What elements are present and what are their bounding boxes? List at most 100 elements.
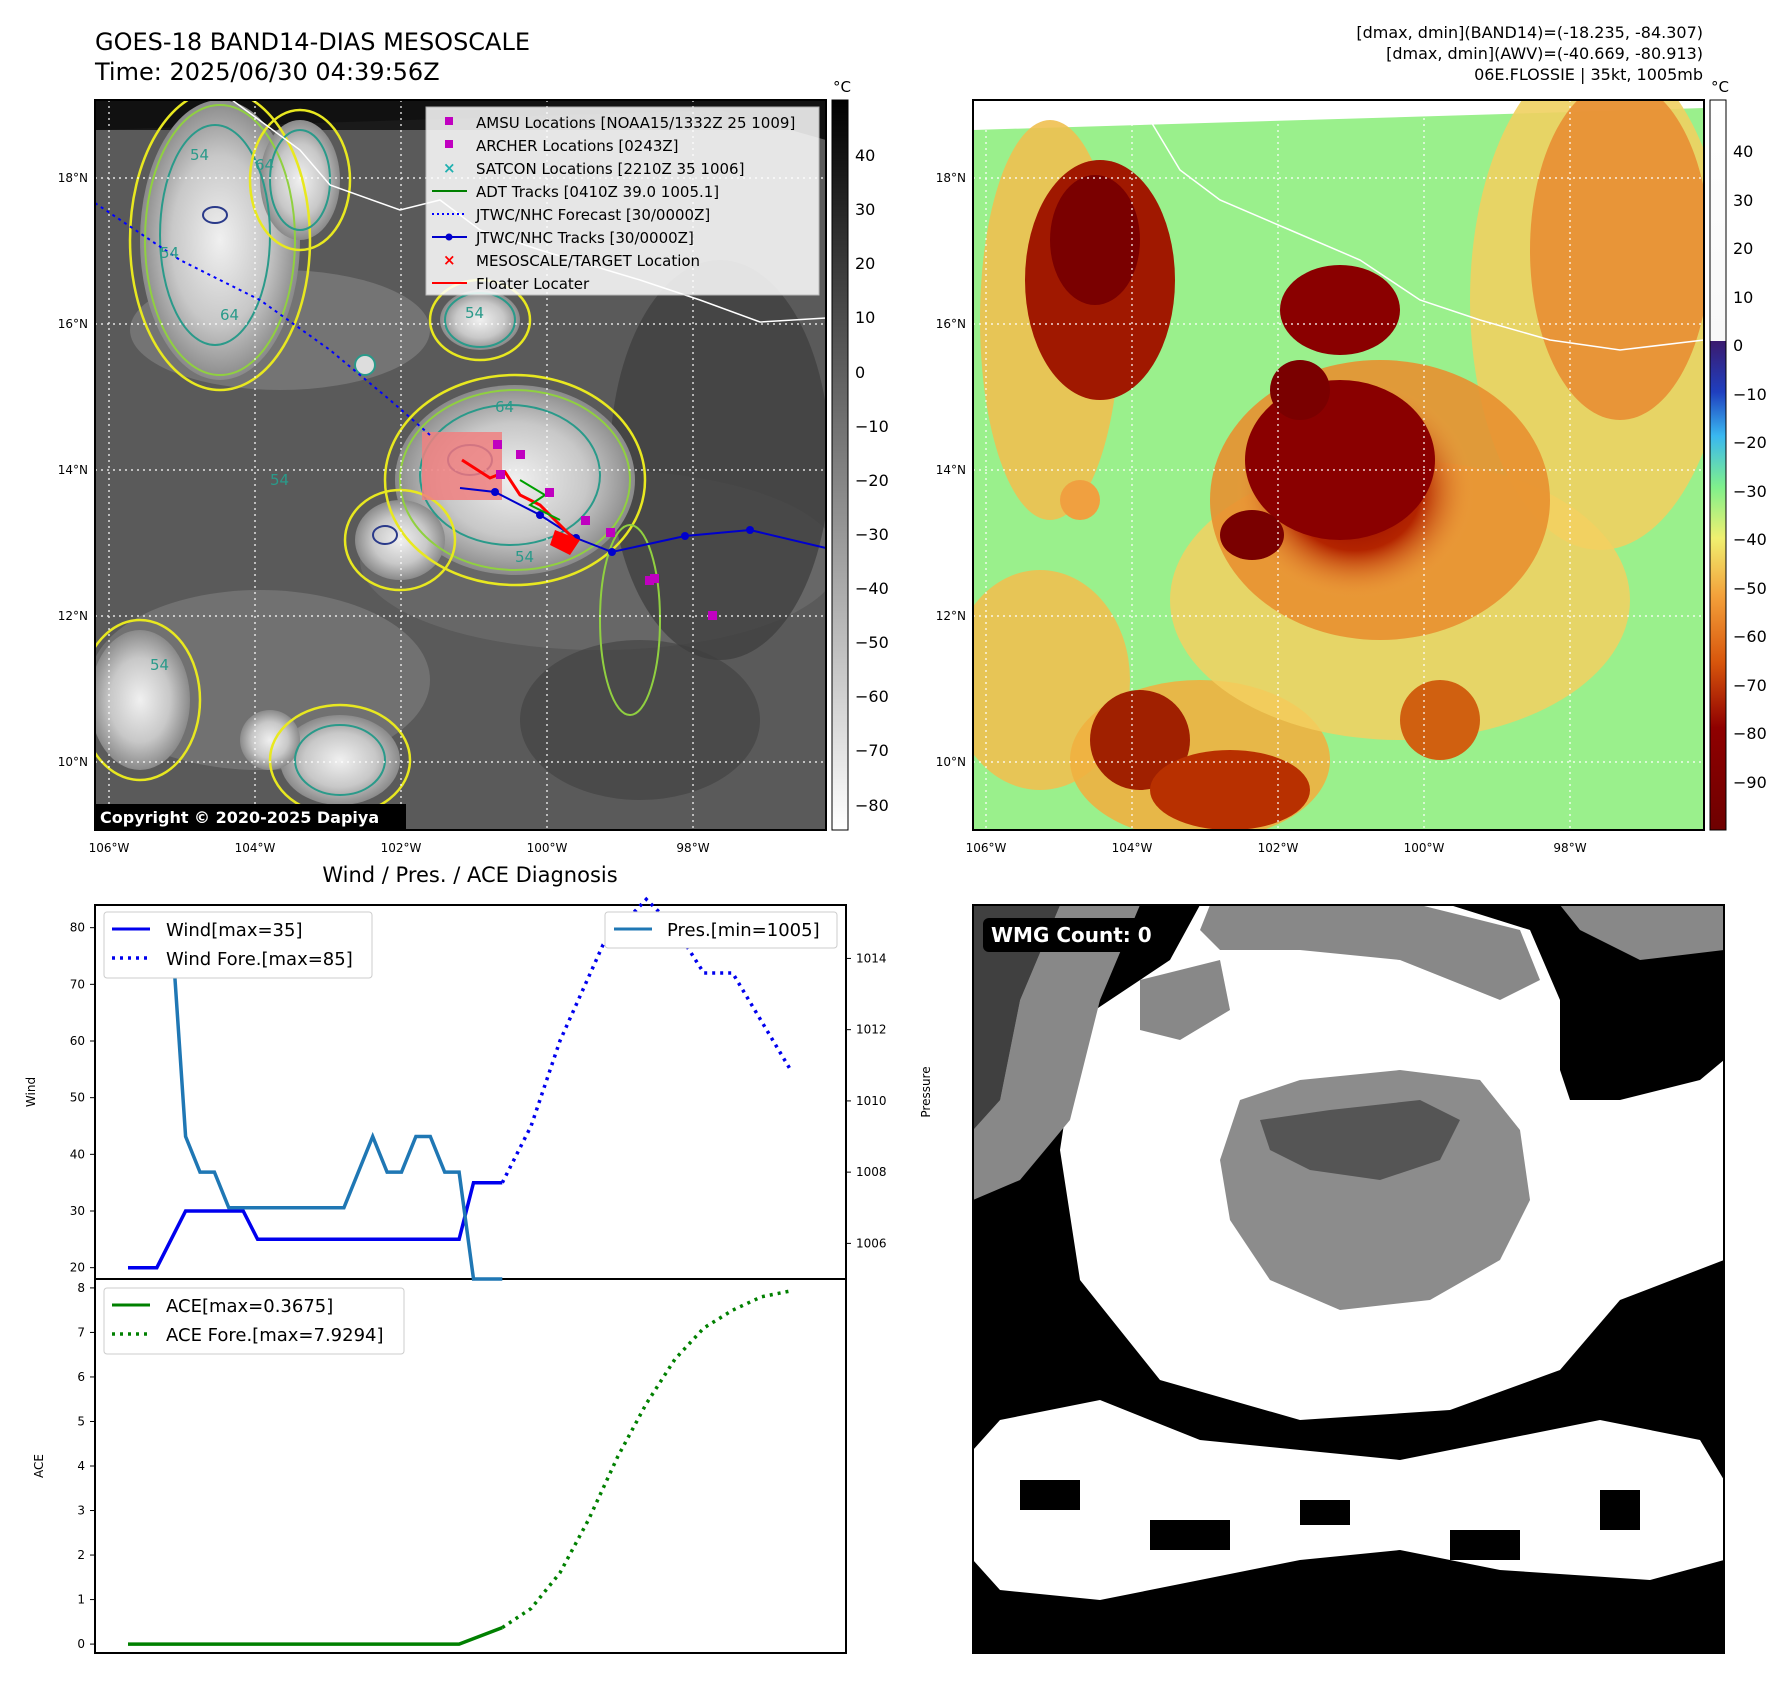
cbar-tick: −70: [855, 741, 889, 760]
y-tick-label: 40: [70, 1147, 85, 1161]
figure-time: Time: 2025/06/30 04:39:56Z: [94, 58, 440, 86]
pressure-legend: Pres.[min=1005]: [604, 911, 838, 949]
contour-labels: 54 64 54 64 54 54 54 54 64: [150, 146, 534, 674]
legend-mesoscale: MESOSCALE/TARGET Location: [476, 252, 700, 270]
dmax-awv: [dmax, dmin](AWV)=(-40.669, -80.913): [1386, 44, 1703, 63]
x-tick: 100°W: [1404, 841, 1445, 855]
cbar-tick: −30: [855, 525, 889, 544]
y-tick: 10°N: [58, 755, 88, 769]
y-tick-label: 80: [70, 921, 85, 935]
cbar-tick: −20: [1733, 433, 1767, 452]
y-tick: 18°N: [58, 171, 88, 185]
y-tick: 10°N: [936, 755, 966, 769]
map2-y-ticks: 18°N 16°N 14°N 12°N 10°N: [936, 171, 966, 769]
cbar-tick: −90: [1733, 773, 1767, 792]
y-tick-label: 1006: [856, 1236, 887, 1250]
x-tick: 98°W: [676, 841, 709, 855]
y-tick-label: 5: [77, 1414, 85, 1428]
cbar-tick: −60: [1733, 627, 1767, 646]
svg-text:×: ×: [443, 251, 456, 269]
x-tick: 104°W: [1112, 841, 1153, 855]
y-tick-label: 20: [70, 1261, 85, 1275]
ace-legend: ACE[max=0.3675] ACE Fore.[max=7.9294]: [103, 1287, 405, 1355]
y-tick: 12°N: [936, 609, 966, 623]
contour-label: 54: [515, 548, 534, 566]
x-tick: 100°W: [527, 841, 568, 855]
map2-x-ticks: 106°W 104°W 102°W 100°W 98°W: [966, 841, 1587, 855]
cbar-tick: −50: [1733, 579, 1767, 598]
cbar-tick: 10: [1733, 288, 1753, 307]
y-tick-label: 6: [77, 1370, 85, 1384]
y-tick: 14°N: [58, 463, 88, 477]
y-tick-label: 7: [77, 1325, 85, 1339]
legend-satcon: SATCON Locations [2210Z 35 1006]: [476, 160, 744, 178]
y-tick: 16°N: [936, 317, 966, 331]
observed-line: [128, 1625, 503, 1646]
cbar-tick: −60: [855, 687, 889, 706]
y-tick-label: 30: [70, 1204, 85, 1218]
cbar-tick: 20: [855, 254, 875, 273]
x-tick: 98°W: [1553, 841, 1586, 855]
cbar-tick: 30: [855, 200, 875, 219]
y-tick: 18°N: [936, 171, 966, 185]
legend-archer: ARCHER Locations [0243Z]: [476, 137, 679, 155]
cbar-tick: −20: [855, 471, 889, 490]
cbar-tick: −30: [1733, 482, 1767, 501]
contour-label: 64: [220, 306, 239, 324]
x-tick: 102°W: [381, 841, 422, 855]
x-tick: 106°W: [89, 841, 130, 855]
legend-ace-fore: ACE Fore.[max=7.9294]: [166, 1325, 384, 1346]
observed-line: [128, 921, 503, 1281]
y-tick: 16°N: [58, 317, 88, 331]
map1-y-ticks: 18°N 16°N 14°N 12°N 10°N: [58, 171, 88, 769]
contour-label: 54: [190, 146, 209, 164]
map1-x-ticks: 106°W 104°W 102°W 100°W 98°W: [89, 841, 710, 855]
cbar-tick: 40: [855, 146, 875, 165]
x-tick: 102°W: [1258, 841, 1299, 855]
ace-ylabel: ACE: [32, 1454, 46, 1478]
wmg-frame: [972, 904, 1725, 1654]
contour-label: 54: [270, 471, 289, 489]
gray-colorbar-ticks: 40 30 20 10 0 −10 −20 −30 −40 −50 −60 −7…: [855, 146, 889, 815]
color-colorbar-unit: °C: [1711, 78, 1729, 96]
legend-forecast: JTWC/NHC Forecast [30/0000Z]: [475, 206, 710, 224]
contour-label: 64: [255, 156, 274, 174]
cbar-tick: −40: [1733, 530, 1767, 549]
y-tick-label: 50: [70, 1091, 85, 1105]
color-colorbar: [1709, 99, 1727, 831]
legend-amsu: AMSU Locations [NOAA15/1332Z 25 1009]: [476, 114, 795, 132]
cbar-tick: −10: [855, 417, 889, 436]
forecast-line: [500, 896, 792, 1184]
pressure-series: [128, 921, 503, 1281]
cbar-tick: 20: [1733, 239, 1753, 258]
y-tick-label: 1014: [856, 951, 887, 965]
diagnosis-title: Wind / Pres. / ACE Diagnosis: [322, 863, 617, 887]
pressure-axis-ticks: 1006 1008 1010 1012 1014: [846, 951, 887, 1250]
wmg-count-box: [983, 918, 1165, 952]
gray-colorbar: [831, 99, 849, 831]
legend-wind: Wind[max=35]: [166, 920, 303, 941]
storm-info: 06E.FLOSSIE | 35kt, 1005mb: [1474, 65, 1703, 84]
svg-text:×: ×: [443, 159, 456, 177]
ace-axis-ticks: 0 1 2 3 4 5 6 7 8: [77, 1281, 95, 1651]
y-tick: 14°N: [936, 463, 966, 477]
cbar-tick: 10: [855, 308, 875, 327]
dmax-band14: [dmax, dmin](BAND14)=(-18.235, -84.307): [1356, 23, 1703, 42]
wind-ylabel: Wind: [24, 1077, 38, 1107]
y-tick-label: 2: [77, 1548, 85, 1562]
y-tick-label: 3: [77, 1504, 85, 1518]
color-colorbar-ticks: 40 30 20 10 0 −10 −20 −30 −40 −50 −60 −7…: [1733, 142, 1767, 792]
y-tick-label: 60: [70, 1034, 85, 1048]
forecast-line: [501, 1289, 791, 1630]
map-legend: AMSU Locations [NOAA15/1332Z 25 1009] AR…: [425, 106, 820, 296]
ace-series: [128, 1289, 791, 1646]
legend-floater: Floater Locater: [476, 275, 590, 293]
wmg-panel: [973, 905, 1724, 1653]
legend-tracks: JTWC/NHC Tracks [30/0000Z]: [475, 229, 694, 247]
y-tick-label: 1012: [856, 1023, 887, 1037]
cbar-tick: 30: [1733, 191, 1753, 210]
cbar-tick: −80: [855, 796, 889, 815]
color-map-frame: [972, 99, 1705, 831]
wind-legend: Wind[max=35] Wind Fore.[max=85]: [103, 911, 373, 979]
